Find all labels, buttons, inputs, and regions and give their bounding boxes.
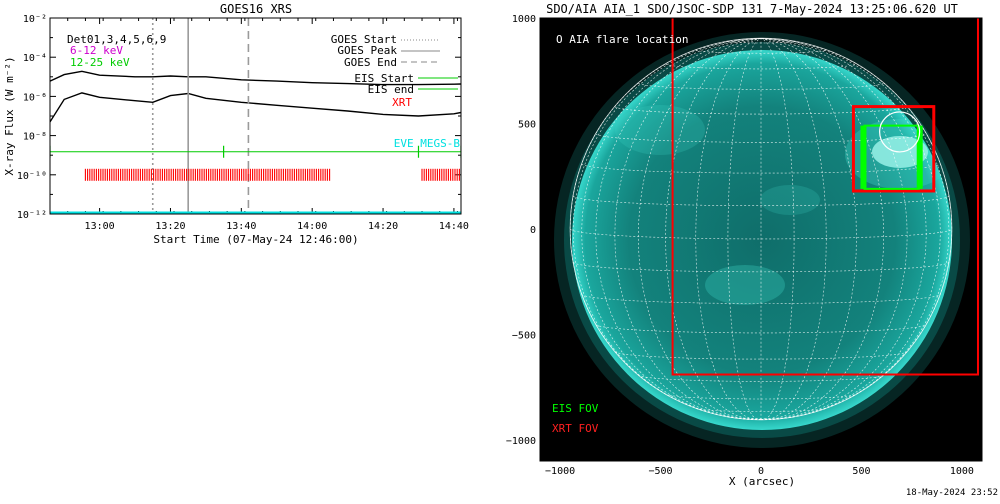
legend-eis-start: EIS Start — [354, 72, 414, 85]
legend-eve-megs-b: EVE MEGS-B — [394, 137, 461, 150]
goes-ytick-label: 10⁻¹² — [17, 210, 47, 221]
active-region-center — [705, 265, 785, 305]
active-region-northeast — [615, 105, 705, 155]
goes-plot-frame — [49, 17, 462, 215]
grid-meridian — [760, 38, 857, 420]
grid-parallel — [581, 163, 941, 174]
grid-parallel — [695, 49, 827, 54]
grid-parallel — [665, 63, 857, 70]
goes-xtick-label: 14:20 — [368, 221, 398, 232]
aia-image — [554, 18, 979, 448]
grid-parallel — [572, 195, 950, 206]
aia-xlabel: X (arcsec) — [729, 475, 795, 488]
legend-6-12kev: 6-12 keV — [70, 44, 123, 57]
footer-timestamp: 18-May-2024 23:52 — [906, 488, 998, 498]
flare-location-legend: O AIA flare location — [556, 33, 688, 46]
aia-ytick-label: 0 — [530, 225, 536, 236]
grid-meridian — [572, 38, 762, 420]
legend-goes-end: GOES End — [344, 56, 397, 69]
grid-parallel — [614, 351, 908, 360]
goes-xtick-label: 14:00 — [297, 221, 327, 232]
eis-fov-label: EIS FOV — [552, 402, 599, 415]
grid-meridian — [727, 38, 762, 421]
goes-ytick-label: 10⁻⁴ — [23, 53, 47, 64]
legend-xrt: XRT — [392, 96, 412, 109]
goes-flux-series-1 — [50, 92, 461, 123]
goes-title: GOES16 XRS — [220, 2, 292, 16]
active-region-mid — [760, 185, 820, 215]
aia-ytick-label: 500 — [518, 119, 536, 130]
legend-goes-peak: GOES Peak — [337, 44, 397, 57]
grid-parallel — [665, 393, 857, 400]
aia-xtick-label: −1000 — [545, 466, 575, 477]
grid-parallel — [638, 82, 884, 90]
aia-axes: −1000 −500 0 500 1000 −1000 −500 0 500 1000 — [506, 14, 974, 477]
goes-ytick-label: 10⁻² — [23, 14, 47, 25]
xrt-fov-box — [851, 105, 936, 193]
grid-parallel — [572, 261, 950, 273]
grid-meridian — [595, 38, 762, 420]
heliographic-grid — [569, 37, 953, 421]
grid-meridian — [614, 38, 762, 420]
goes-flux-series-0 — [50, 70, 461, 86]
goes-xtick-label: 13:00 — [85, 221, 115, 232]
fov-overlays — [671, 18, 979, 376]
goes-xlabel: Start Time (07-May-24 12:46:00) — [153, 233, 358, 246]
goes-ytick-label: 10⁻⁸ — [23, 132, 47, 143]
aia-title: SDO/AIA AIA_1 SDO/JSOC-SDP 131 7-May-202… — [546, 2, 958, 16]
goes-ylabel: X-ray Flux (W m⁻²) — [3, 56, 16, 175]
grid-parallel — [638, 374, 884, 382]
aia-xtick-label: 500 — [852, 466, 870, 477]
aia-xtick-label: −500 — [648, 466, 672, 477]
grid-parallel — [695, 407, 827, 412]
goes-xrs-panel: GOES16 XRS X-ray Flux (W m⁻²) Start Time… — [3, 2, 469, 246]
solar-limb — [569, 37, 953, 421]
aia-image-panel: SDO/AIA AIA_1 SDO/JSOC-SDP 131 7-May-202… — [506, 2, 983, 488]
grid-parallel — [581, 293, 941, 304]
grid-parallel — [727, 41, 795, 44]
flare-location-marker — [879, 111, 921, 153]
goes-ytick-label: 10⁻¹⁰ — [17, 171, 47, 182]
legend-eis-end: EIS end — [368, 83, 414, 96]
aia-xtick-label: 0 — [758, 466, 764, 477]
xrt-fov-box — [671, 18, 979, 376]
goes-xtick-label: 13:20 — [155, 221, 185, 232]
sun-disk — [572, 50, 952, 430]
grid-parallel — [595, 133, 927, 143]
legend-detectors: Det01,3,4,5,6,9 — [67, 33, 166, 46]
grid-meridian — [695, 38, 762, 420]
legend-goes-start: GOES Start — [331, 33, 397, 46]
xrt-fov-label: XRT FOV — [552, 422, 599, 435]
goes-marks — [50, 18, 461, 214]
aia-xtick-label: 1000 — [950, 466, 974, 477]
aia-ytick-label: 1000 — [512, 14, 536, 25]
legend-12-25kev: 12-25 keV — [70, 56, 130, 69]
goes-xtick-label: 13:40 — [226, 221, 256, 232]
aia-ytick-label: −1000 — [506, 436, 536, 447]
grid-parallel — [595, 324, 927, 334]
grid-parallel — [569, 228, 953, 240]
aia-ytick-label: −500 — [512, 330, 536, 341]
goes-xtick-label: 14:40 — [439, 221, 469, 232]
goes-ytick-label: 10⁻⁶ — [23, 92, 47, 103]
grid-parallel — [614, 106, 908, 115]
